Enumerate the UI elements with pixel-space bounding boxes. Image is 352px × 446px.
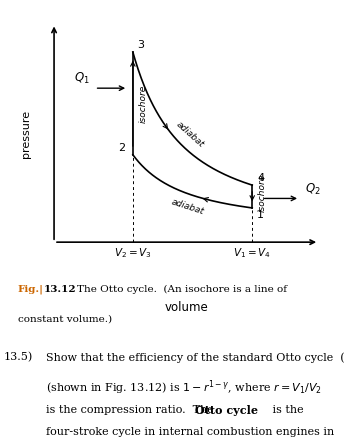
Text: Fig.|: Fig.| [18,285,44,294]
Text: Show that the efficiency of the standard Otto cycle  (: Show that the efficiency of the standard… [46,352,344,363]
Text: 2: 2 [119,143,126,153]
Text: The Otto cycle.  (An isochore is a line of: The Otto cycle. (An isochore is a line o… [77,285,288,294]
Text: isochore: isochore [139,84,148,123]
Text: four-stroke cycle in internal combustion engines in: four-stroke cycle in internal combustion… [46,427,334,437]
Text: constant volume.): constant volume.) [18,315,112,324]
Text: 13.12: 13.12 [44,285,77,294]
Text: 4: 4 [257,173,264,183]
Text: adiabat: adiabat [175,120,206,149]
Text: isochore: isochore [258,173,267,212]
Text: volume: volume [165,301,208,314]
Text: $V_1{=}V_4$: $V_1{=}V_4$ [233,246,271,260]
Text: (shown in Fig. 13.12) is $1-r^{1-\gamma}$, where $r = V_1/V_2$: (shown in Fig. 13.12) is $1-r^{1-\gamma}… [46,379,322,397]
Text: is the compression ratio.  The: is the compression ratio. The [46,405,217,415]
Text: $V_2{=}V_3$: $V_2{=}V_3$ [114,246,152,260]
Text: $Q_1$: $Q_1$ [74,71,90,86]
Text: is the: is the [269,405,304,415]
Text: 3: 3 [138,40,145,50]
Text: adiabat: adiabat [170,197,206,216]
Text: $Q_2$: $Q_2$ [305,182,320,197]
Text: Otto cycle: Otto cycle [195,405,258,416]
Text: 13.5): 13.5) [4,352,33,363]
Text: 1: 1 [257,210,264,220]
Text: pressure: pressure [21,110,31,158]
